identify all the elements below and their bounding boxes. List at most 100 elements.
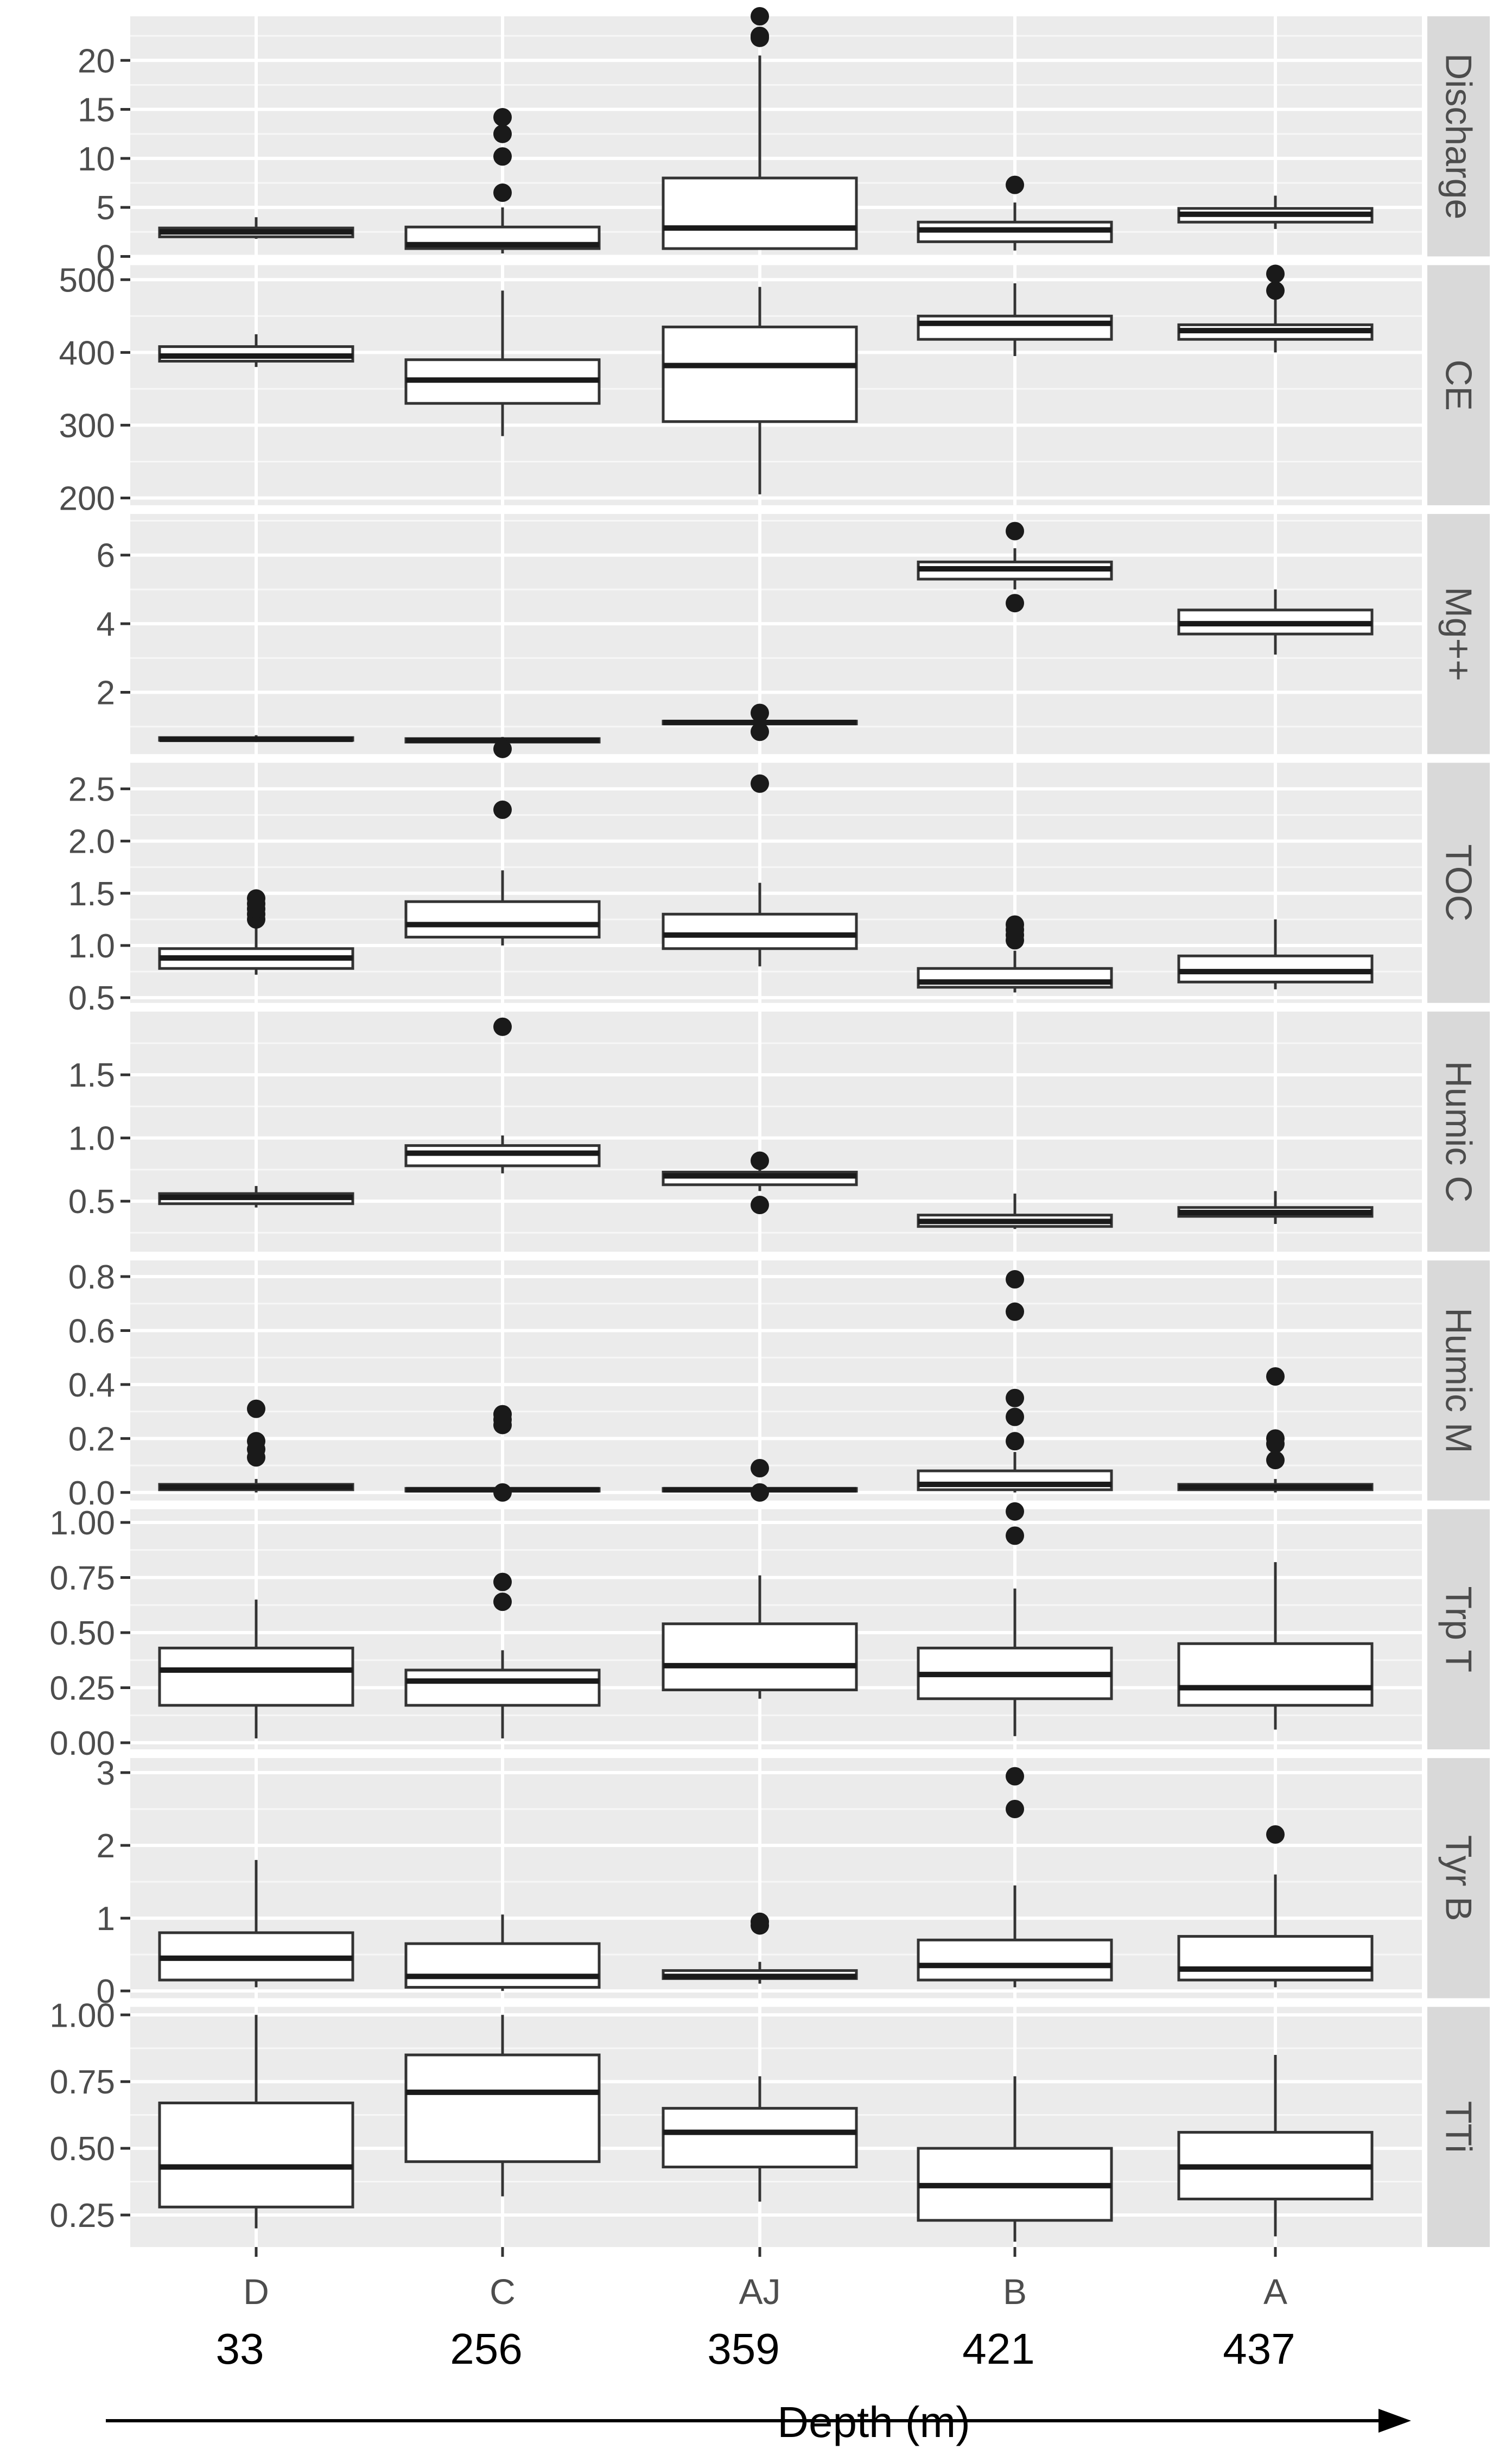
outlier-point <box>1006 1432 1024 1451</box>
box-B <box>917 522 1113 613</box>
outlier-point <box>1006 1302 1024 1321</box>
panel-background <box>130 1260 1422 1501</box>
outlier-point <box>751 1912 769 1931</box>
outlier-point <box>1006 1799 1024 1818</box>
iqr-box <box>158 1646 354 1707</box>
box-B <box>917 1767 1113 1988</box>
strip-background <box>1427 16 1490 257</box>
box-B <box>917 2076 1113 2242</box>
outlier-point <box>751 27 769 46</box>
outlier-point <box>751 7 769 26</box>
box-AJ <box>662 2076 858 2202</box>
outlier-point <box>247 889 265 908</box>
y-tick-label: 0.25 <box>49 2197 115 2235</box>
outlier-point <box>1266 1367 1285 1386</box>
box-AJ <box>662 703 858 741</box>
iqr-box <box>917 1938 1113 1982</box>
outlier-point <box>1006 1388 1024 1407</box>
outlier-point <box>493 108 512 127</box>
strip-label: Trp T <box>1438 1586 1479 1673</box>
outlier-point <box>1006 594 1024 613</box>
iqr-box <box>662 176 858 250</box>
y-tick-label: 0.5 <box>68 1183 115 1221</box>
depth-value-label: 437 <box>1223 2325 1295 2373</box>
panel-ce: 200 300 400 500 CE <box>59 262 1490 517</box>
box-A <box>1177 589 1374 655</box>
strip-background <box>1427 513 1490 754</box>
y-tick-label: 0.6 <box>68 1312 115 1350</box>
y-tick-label: 0.00 <box>49 1725 115 1762</box>
strip-background <box>1427 1509 1490 1750</box>
outlier-point <box>1006 915 1024 934</box>
y-tick-label: 2.5 <box>68 771 115 808</box>
depth-arrow-head <box>1378 2409 1411 2433</box>
box-B <box>917 1270 1113 1493</box>
y-tick-label: 0.4 <box>68 1367 115 1404</box>
y-tick-label: 0 <box>97 238 115 276</box>
y-tick-label: 1.0 <box>68 928 115 965</box>
box-A <box>1177 195 1374 229</box>
box-A <box>1177 1562 1374 1730</box>
outlier-point <box>1266 264 1285 283</box>
panel-mg-: 2 4 6 Mg++ <box>97 513 1490 758</box>
strip-label: CE <box>1438 359 1479 410</box>
iqr-box <box>662 325 858 423</box>
strip-label: Humic M <box>1438 1308 1479 1453</box>
y-tick-label: 0.5 <box>68 980 115 1017</box>
y-tick-label: 1.00 <box>49 1997 115 2034</box>
box-D <box>158 735 354 742</box>
outlier-point <box>751 1459 769 1478</box>
y-tick-label: 0.50 <box>49 2130 115 2168</box>
outlier-point <box>1266 281 1285 300</box>
box-C <box>404 1914 601 1991</box>
box-A <box>1177 919 1374 989</box>
y-tick-label: 1.00 <box>49 1505 115 1542</box>
box-B <box>917 283 1113 357</box>
box-AJ <box>662 1459 858 1502</box>
outlier-point <box>493 1592 512 1611</box>
y-tick-label: 1.0 <box>68 1120 115 1158</box>
box-C <box>404 290 601 436</box>
x-axis-title: Depth (m) <box>777 2398 970 2446</box>
x-tick-label: A <box>1263 2271 1287 2312</box>
panel-humic-m: 0.0 0.2 0.4 0.6 0.8 Humic M <box>68 1259 1490 1512</box>
box-D <box>158 1399 354 1493</box>
box-AJ <box>662 287 858 494</box>
iqr-box <box>662 912 858 950</box>
iqr-box <box>1177 1642 1374 1707</box>
box-C <box>404 108 601 254</box>
box-D <box>158 1186 354 1208</box>
strip-label: TOC <box>1438 844 1479 921</box>
iqr-box <box>662 1622 858 1692</box>
panel-toc: 0.5 1.0 1.5 2.0 2.5 TOC <box>68 763 1490 1017</box>
y-tick-label: 6 <box>97 537 115 575</box>
iqr-box <box>662 2106 858 2169</box>
depth-value-label: 421 <box>962 2325 1034 2373</box>
panel-humic-c: 0.5 1.0 1.5 Humic C <box>68 1011 1490 1252</box>
outlier-point <box>247 1432 265 1451</box>
y-tick-label: 300 <box>59 407 115 445</box>
x-tick-label: AJ <box>739 2271 780 2312</box>
outlier-point <box>247 1399 265 1418</box>
box-D <box>158 217 354 239</box>
depth-value-label: 359 <box>707 2325 779 2373</box>
iqr-box <box>158 2102 354 2209</box>
box-C <box>404 1405 601 1502</box>
box-AJ <box>662 1575 858 1699</box>
x-axis: D 33 C 256 AJ 359 B 421 A 437 Depth (m) <box>106 2247 1411 2446</box>
outlier-point <box>493 1483 512 1502</box>
box-D <box>158 2015 354 2229</box>
panel-tyr-b: 0 1 2 3 Tyr B <box>97 1755 1490 2010</box>
y-tick-label: 0.75 <box>49 1559 115 1597</box>
y-tick-label: 1.5 <box>68 875 115 913</box>
y-tick-label: 5 <box>97 189 115 227</box>
box-AJ <box>662 1912 858 1984</box>
y-tick-label: 0.75 <box>49 2064 115 2101</box>
strip-background <box>1427 1011 1490 1252</box>
y-tick-label: 0 <box>97 1973 115 2010</box>
box-C <box>404 2015 601 2197</box>
strip-background <box>1427 1758 1490 1998</box>
outlier-point <box>751 1151 769 1170</box>
